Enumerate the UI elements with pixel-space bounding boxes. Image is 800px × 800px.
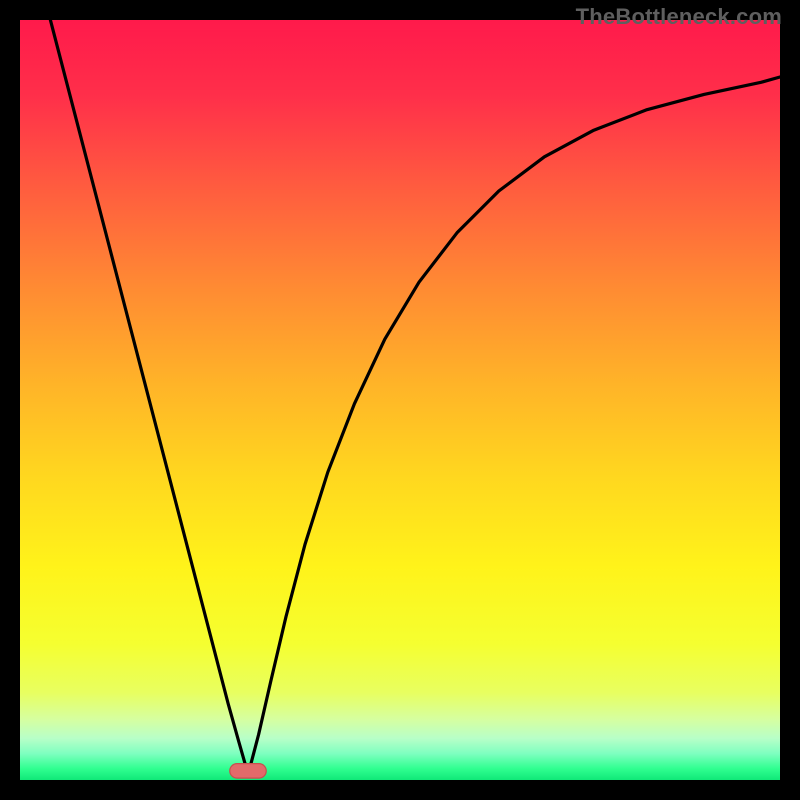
watermark-text: TheBottleneck.com (576, 4, 782, 30)
chart-svg (0, 0, 800, 800)
chart-background (20, 20, 780, 780)
bottleneck-chart: TheBottleneck.com (0, 0, 800, 800)
optimum-marker (230, 764, 266, 778)
